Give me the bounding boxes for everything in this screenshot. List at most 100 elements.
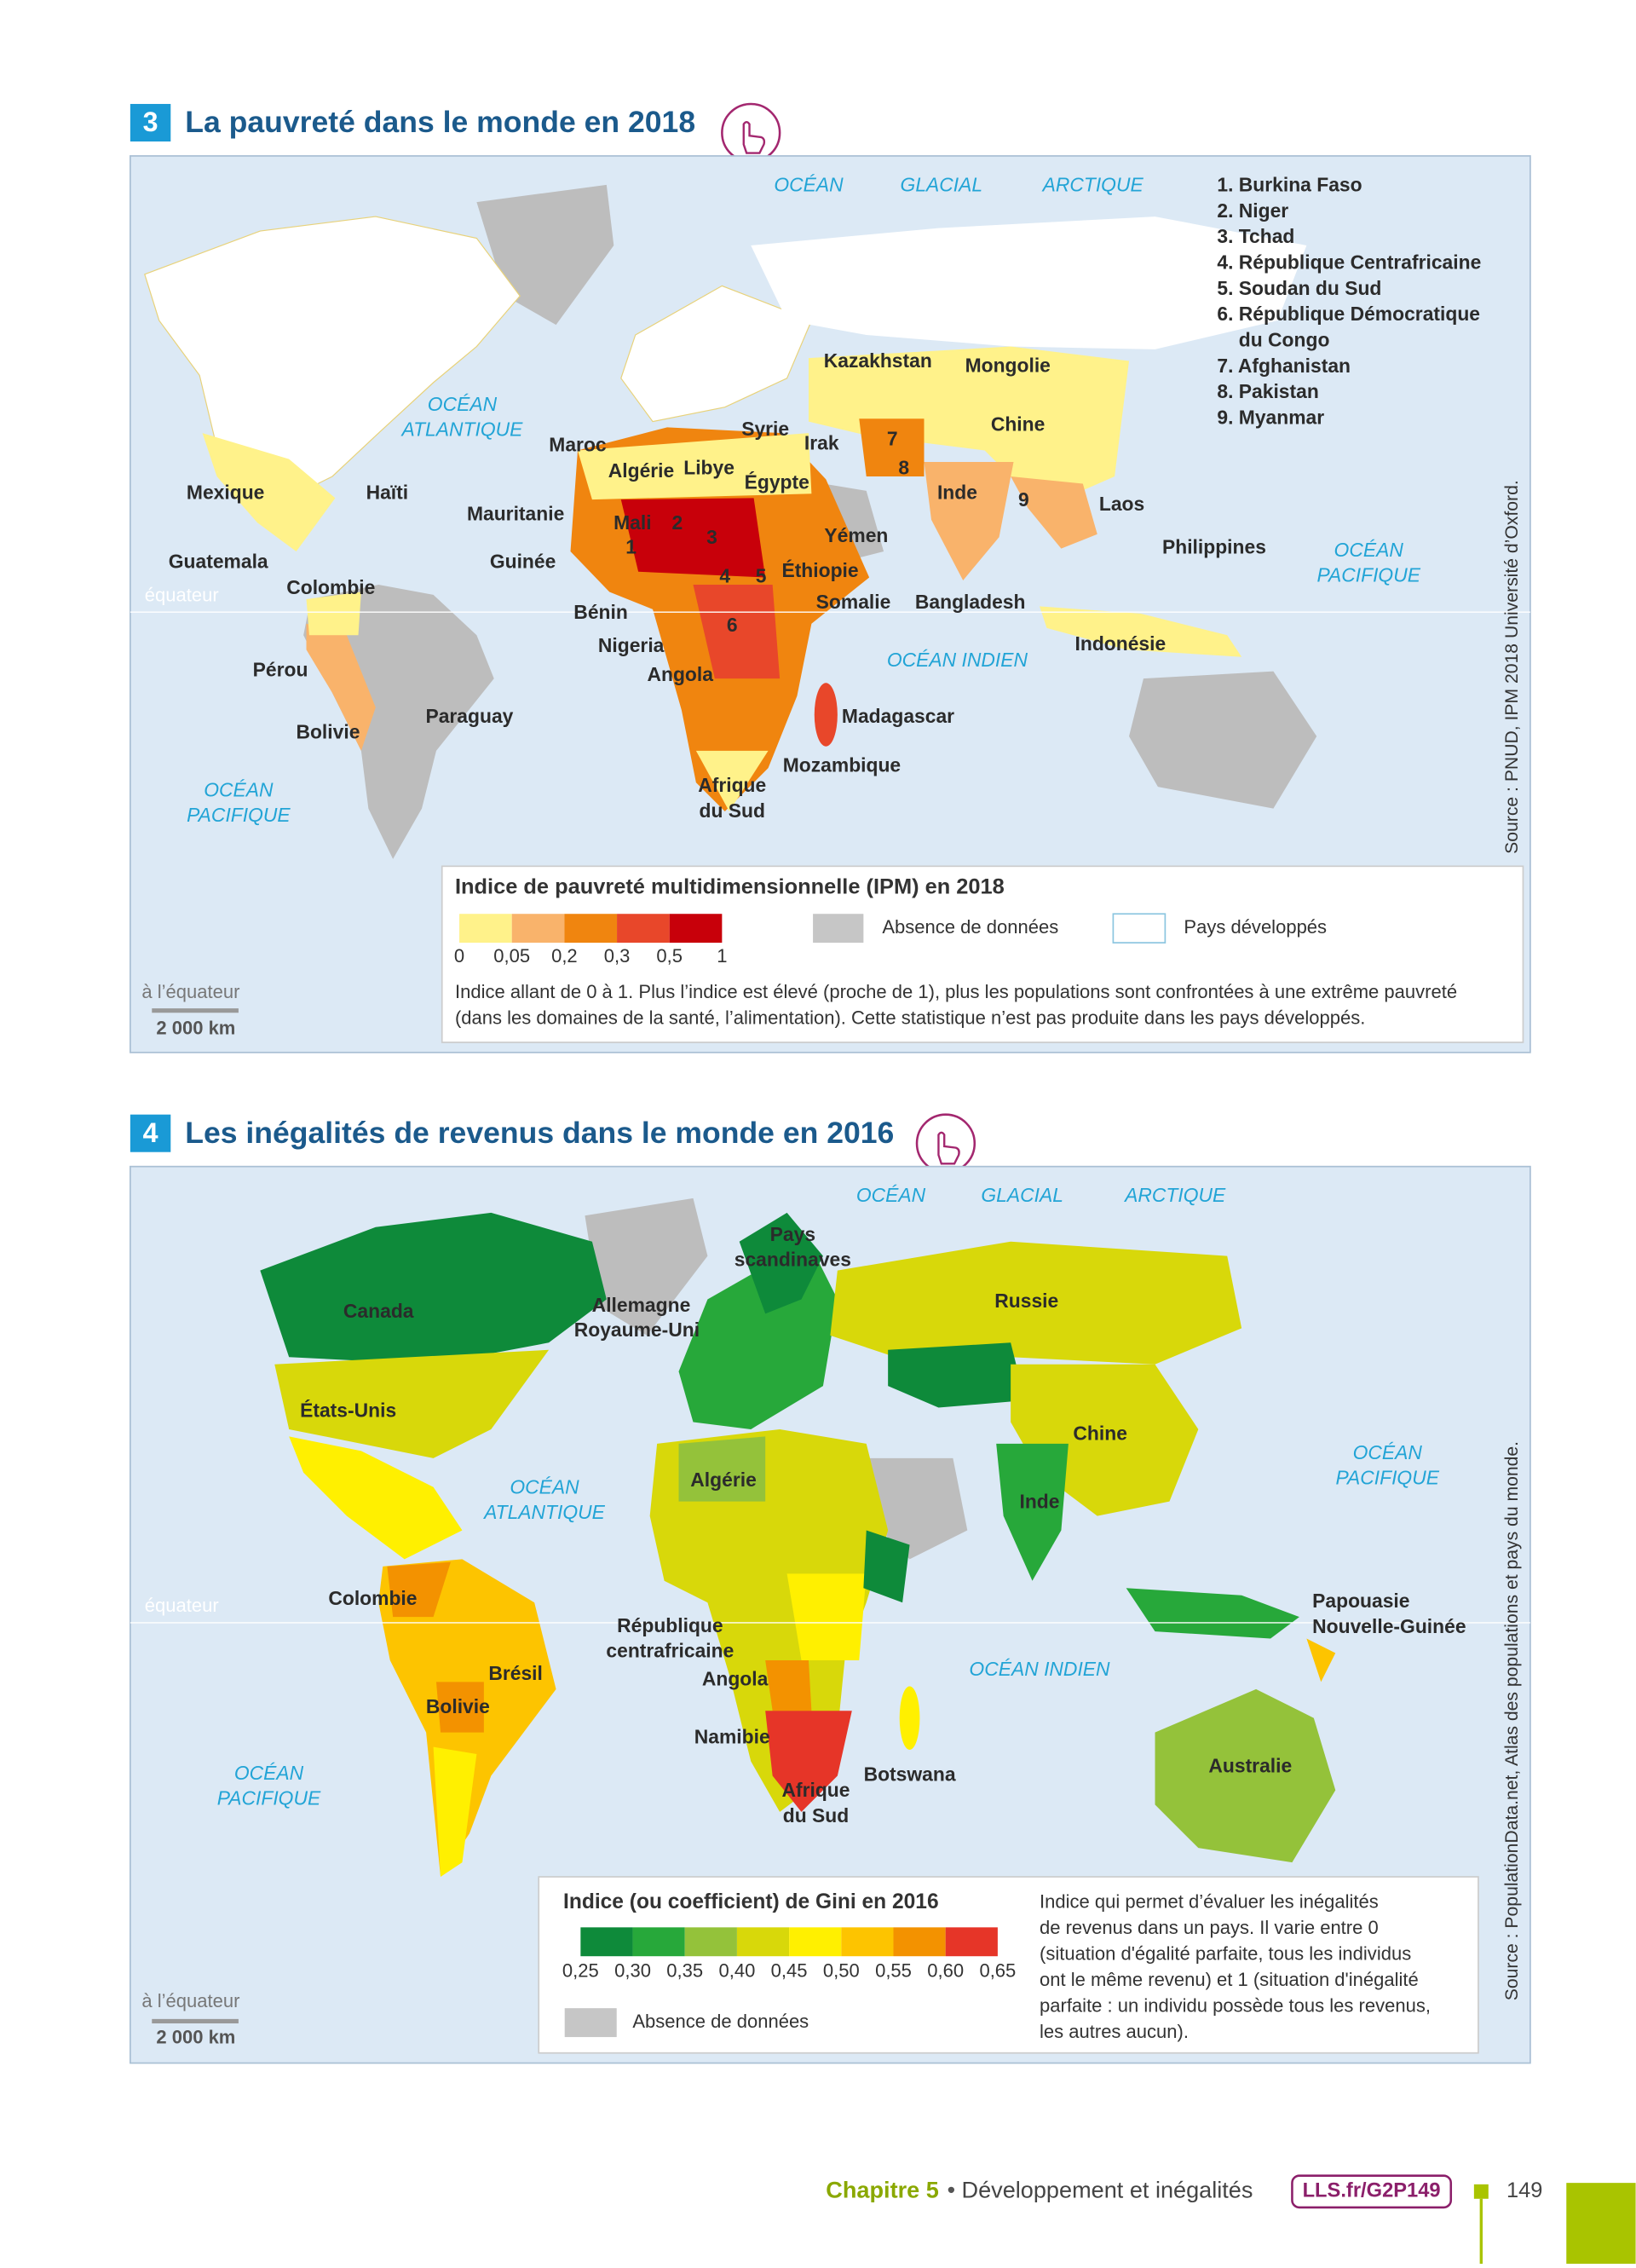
map-number: 9 (1018, 488, 1029, 511)
russia (830, 1241, 1242, 1365)
country-label: Bolivie (426, 1695, 490, 1717)
legend-scale-label: 0,55 (875, 1960, 912, 1982)
central-africa (786, 1573, 867, 1660)
ocean-label: OCÉAN (428, 393, 498, 415)
legend-swatch (736, 1927, 790, 1957)
country-label: Royaume-Uni (574, 1319, 700, 1341)
north-africa (678, 1436, 766, 1502)
canada (260, 1212, 607, 1365)
southern-africa (765, 1711, 852, 1812)
ocean-label: GLACIAL (981, 1184, 1063, 1206)
country-label: Algérie (608, 459, 675, 482)
legend-scale-label: 0,05 (493, 945, 530, 967)
country-label: Afrique (698, 774, 766, 796)
ethiopia (863, 1530, 910, 1603)
country-label: Guatemala (169, 551, 268, 573)
ocean-label: OCÉAN (1334, 539, 1404, 561)
country-label: Angola (648, 663, 714, 685)
legend-developed: Pays développés (1184, 916, 1327, 938)
footer-chapter: Chapitre 5 (826, 2176, 939, 2202)
indonesia (1126, 1588, 1299, 1639)
map-number: 1 (625, 536, 637, 558)
page-tab (1566, 2183, 1636, 2264)
legend-scale-label: 0,5 (656, 945, 683, 967)
map-number: 4 (719, 565, 730, 587)
country-label: Mongolie (965, 354, 1051, 376)
equator-label: équateur (145, 1595, 219, 1616)
country-label: du Sud (699, 799, 764, 822)
country-label: Philippines (1162, 536, 1266, 558)
ocean-label: OCÉAN (510, 1475, 579, 1498)
source: Source : PopulationData.net, Atlas des p… (1502, 1441, 1522, 2000)
country-label: États-Unis (300, 1399, 396, 1422)
page-number: 149 (1506, 2179, 1542, 2202)
india (924, 462, 1014, 580)
footer-marker (1473, 2184, 1489, 2199)
country-label: Inde (1020, 1490, 1060, 1512)
legend-scale-label: 0,65 (979, 1960, 1016, 1982)
country-label: centrafricaine (606, 1640, 734, 1662)
map-number: 8 (898, 457, 909, 479)
legend-scale-label: 0,45 (771, 1960, 808, 1982)
legend-note: Indice allant de 0 à 1. Plus l’indice es… (455, 981, 1457, 1002)
europe (620, 285, 813, 423)
peru-bolivia (306, 623, 376, 751)
ocean-label: OCÉAN INDIEN (969, 1658, 1110, 1680)
country-label: Madagascar (842, 705, 954, 727)
country-label: Colombie (328, 1587, 417, 1609)
country-label: Bangladesh (915, 591, 1026, 613)
source: Source : PNUD, IPM 2018 Université d’Oxf… (1502, 480, 1522, 854)
country-label: Somalie (816, 591, 891, 613)
country-label: Afrique (781, 1779, 850, 1801)
legend-box (441, 865, 1524, 1043)
legend-swatch (789, 1927, 842, 1957)
legend-swatch (617, 914, 670, 944)
footer-link[interactable]: LLS.fr/G2P149 (1303, 2180, 1441, 2202)
arabia (866, 1457, 968, 1560)
numbered-list-item: 2. Niger (1217, 199, 1288, 222)
kazakhstan (888, 1342, 1026, 1408)
section-number-box (130, 103, 171, 141)
legend-note: parfaite : un individu possède tous les … (1040, 1994, 1431, 2016)
country-label: Brésil (488, 1662, 543, 1684)
country-label: Égypte (745, 470, 809, 493)
country-label: Indonésie (1075, 632, 1167, 655)
colombia (387, 1561, 451, 1618)
country-label: Laos (1099, 493, 1144, 515)
legend-scale-label: 0,35 (666, 1960, 703, 1982)
legend-scale-label: 0,30 (614, 1960, 651, 1982)
section-title: La pauvreté dans le monde en 2018 (185, 105, 695, 139)
legend-swatch (459, 914, 512, 944)
country-label: Kazakhstan (824, 349, 932, 372)
map-shapes (260, 1197, 1336, 1878)
legend-swatch (945, 1927, 998, 1957)
ocean-label: PACIFIQUE (1335, 1466, 1439, 1488)
country-label: Mali (614, 511, 651, 534)
central-america (289, 1436, 463, 1560)
ocean-label: ARCTIQUE (1123, 1184, 1226, 1206)
angola (765, 1659, 812, 1711)
country-label: Angola (702, 1668, 769, 1690)
country-label: République (617, 1614, 723, 1636)
section-title: Les inégalités de revenus dans le monde … (185, 1116, 894, 1150)
australia (1155, 1688, 1336, 1863)
section-number: 3 (143, 107, 158, 137)
numbered-list-item: 3. Tchad (1217, 225, 1294, 247)
link-box[interactable] (1291, 2174, 1453, 2209)
country-label: Haïti (366, 481, 409, 503)
southern-africa (695, 750, 769, 811)
country-label: Pérou (253, 659, 308, 681)
developed-swatch (1112, 913, 1167, 944)
numbered-list-item: 8. Pakistan (1217, 380, 1318, 402)
legend-swatch (841, 1927, 894, 1957)
central-africa (693, 585, 781, 679)
ocean-label: PACIFIQUE (1316, 564, 1420, 586)
country-label: Mexique (187, 481, 264, 503)
scandinavia (739, 1212, 823, 1314)
country-label: Algérie (690, 1469, 757, 1491)
ocean-label: PACIFIQUE (217, 1786, 321, 1809)
country-label: Yémen (824, 524, 888, 546)
numbered-list-item: 9. Myanmar (1217, 406, 1324, 428)
numbered-list-item: 7. Afghanistan (1217, 355, 1351, 377)
